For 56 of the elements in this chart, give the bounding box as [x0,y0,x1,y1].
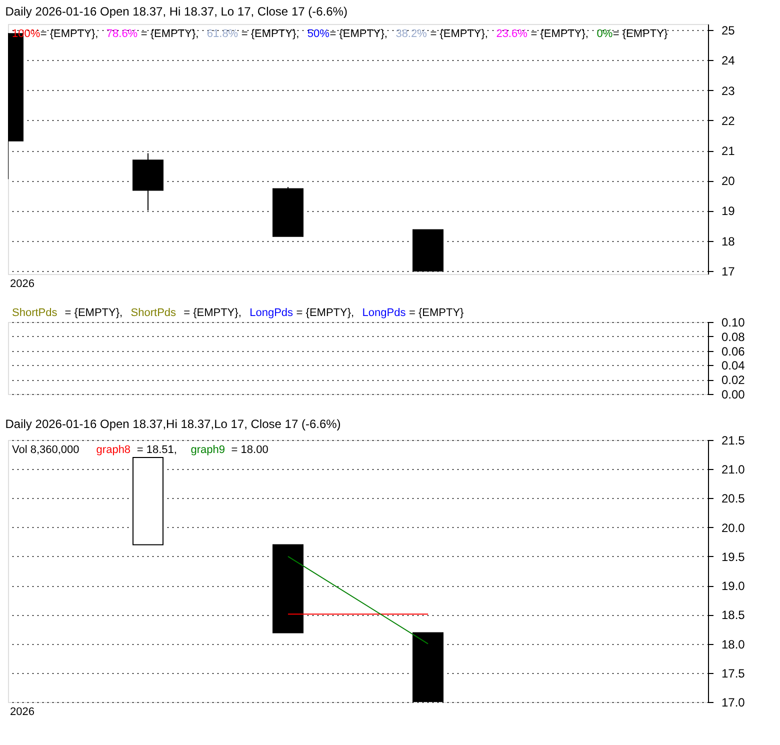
y-tick-label: 20.5 [722,492,746,506]
text: = {EMPTY}, [64,307,123,319]
legend-label: 0% [596,28,613,40]
y-tick-label: 0.06 [722,344,746,358]
annotation: = 18.00 [231,444,268,456]
legend-label: 23.6% [496,28,528,40]
y-tick-label: 18.5 [722,608,746,622]
legend-label: 38.2% [396,28,428,40]
y-tick-label: 0.08 [722,330,746,344]
y-tick-label: 20.0 [722,520,746,535]
chart-subtitle: Vol 8,360,000 [12,444,80,456]
y-tick-label: 18 [722,234,736,248]
y-tick-label: 18.0 [722,637,746,652]
y-tick-label: 21.0 [722,462,746,477]
chart-title: Daily 2026-01-16 Open 18.37,Hi 18.37,Lo 17, Close 17 (-6.6%) [5,417,341,431]
y-tick-label: 21.5 [722,434,746,448]
y-tick-label: 17.5 [722,666,746,680]
y-tick-label: 21 [722,144,736,158]
text: = {EMPTY} [409,307,464,319]
text: graph9 [190,444,225,456]
y-tick-label: 0.00 [722,388,746,402]
legend-label: 78.6% [106,28,138,40]
annotation: = {EMPTY}, [40,28,98,40]
y-tick-label: 0.10 [722,316,746,330]
chart-title: Daily 2026-01-16 Open 18.37, Hi 18.37, Lo 17, Close 17 (-6.6%) [5,4,348,18]
y-tick-label: 17.0 [722,696,746,710]
annotation: = {EMPTY}, [330,28,388,40]
text: 2026 [10,278,34,290]
y-tick-label: 19 [722,204,736,218]
annotation: = {EMPTY}, [140,28,199,40]
y-tick-label: 17 [722,264,736,278]
legend-label: LongPds [362,307,406,319]
y-tick-label: 0.04 [722,358,746,373]
text: = {EMPTY}, [296,307,354,319]
legend-label: 100% [12,28,40,40]
text: 2026 [10,706,34,718]
annotation: = 18.51, [136,444,177,456]
y-tick-label: 19.0 [722,579,746,594]
legend-label: ShortPds [130,307,177,319]
text: graph8 [96,444,131,456]
legend-label: 50% [307,28,330,40]
annotation: = {EMPTY}, [241,28,300,40]
y-tick-label: 23 [722,84,736,98]
annotation: = {EMPTY}, [430,28,488,40]
legend-label: ShortPds [12,307,58,319]
annotation: = {EMPTY}, [530,28,588,40]
y-tick-label: 20 [722,174,736,188]
legend-label: 61.8% [206,28,238,40]
y-tick-label: 22 [722,114,736,128]
legend-label: LongPds [250,307,294,319]
text: = {EMPTY}, [184,307,242,319]
annotation: = {EMPTY} [612,28,668,40]
y-tick-label: 0.02 [722,373,746,388]
y-tick-label: 25 [722,24,736,38]
y-tick-label: 24 [722,54,736,68]
y-tick-label: 19.5 [722,550,746,564]
